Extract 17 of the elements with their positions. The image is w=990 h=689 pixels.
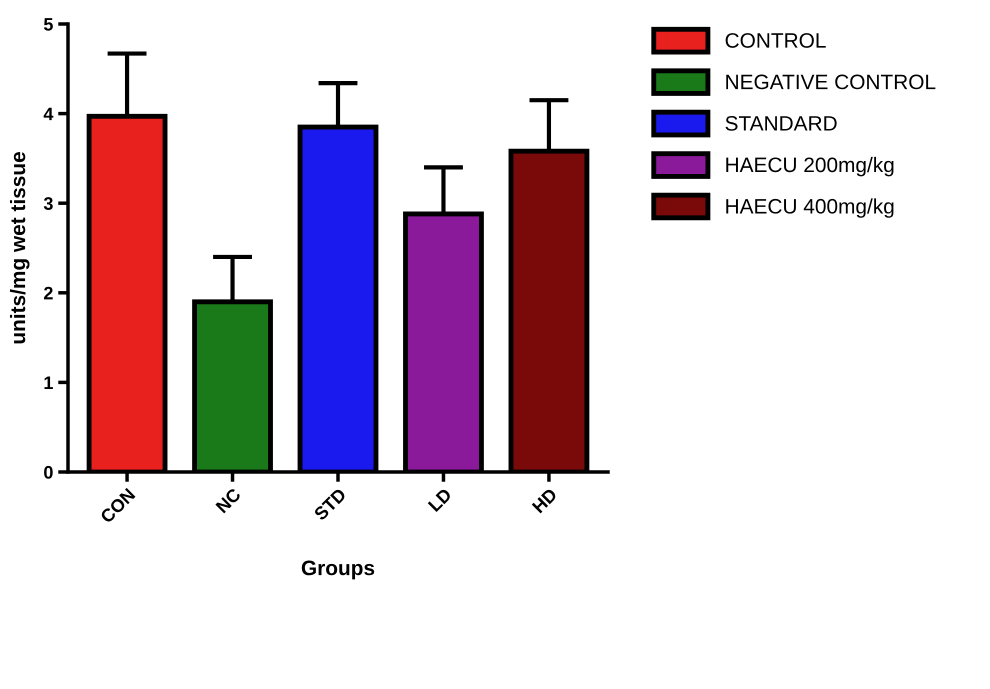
legend-label: HAECU 400mg/kg [726,198,894,218]
y-tick-label: 3 [44,197,53,210]
y-tick-label: 4 [44,108,54,120]
x-tick-label: STD [313,487,347,522]
y-tick-label: 2 [44,286,53,300]
legend-label: STANDARD [726,116,837,131]
x-axis-title: Groups [302,560,374,580]
y-tick-label: 1 [44,376,53,389]
legend-label: CONTROL [726,33,826,48]
y-tick-label: 5 [44,18,53,31]
y-axis-title: units/mg wet tissue [10,152,30,344]
legend-label: NEGATIVE CONTROL [726,74,936,90]
legend-label: HAECU 200mg/kg [726,156,894,176]
x-tick-label: NC [215,487,242,514]
x-tick-label: HD [532,488,558,514]
x-tick-label: LD [428,488,452,512]
y-tick-label: 0 [44,466,53,479]
